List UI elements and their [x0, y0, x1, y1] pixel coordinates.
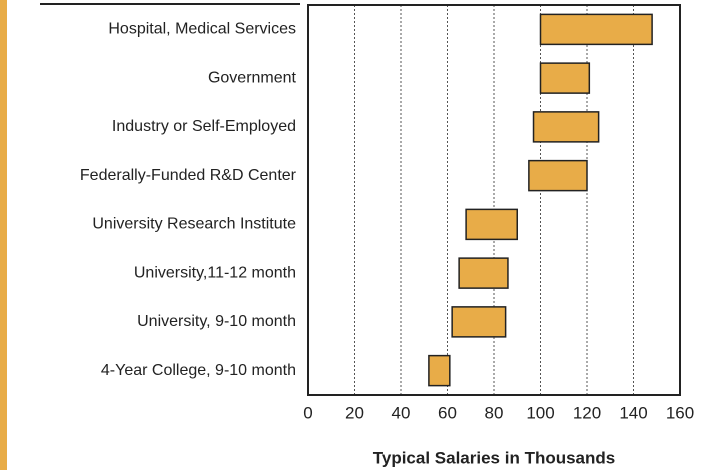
category-label: University,11-12 month [134, 264, 296, 281]
category-label: Government [208, 69, 297, 86]
x-tick-label: 20 [345, 403, 364, 422]
category-label: Hospital, Medical Services [108, 21, 296, 38]
x-tick-label: 80 [485, 403, 504, 422]
side-stripe [0, 0, 7, 470]
x-tick-label: 100 [526, 403, 554, 422]
bar [539, 13, 653, 46]
bar [539, 62, 591, 94]
x-tick-label: 60 [438, 403, 457, 422]
x-tick-label: 140 [619, 403, 647, 422]
bar [465, 208, 519, 241]
bar [451, 306, 507, 338]
bar [428, 354, 451, 387]
x-tick-label: 0 [303, 403, 312, 422]
x-tick-label: 40 [392, 403, 411, 422]
plot-frame [307, 4, 681, 396]
bar [528, 159, 588, 192]
category-label: Industry or Self-Employed [112, 118, 296, 135]
x-tick-label: 120 [573, 403, 601, 422]
category-label: Federally-Funded R&D Center [80, 167, 297, 184]
bar [458, 257, 509, 289]
x-axis-label: Typical Salaries in Thousands [373, 448, 615, 467]
category-label: University Research Institute [92, 216, 296, 233]
x-tick-label: 160 [666, 403, 694, 422]
category-label: University, 9-10 month [137, 313, 296, 330]
bar [532, 111, 600, 143]
category-label: 4-Year College, 9-10 month [101, 362, 296, 379]
